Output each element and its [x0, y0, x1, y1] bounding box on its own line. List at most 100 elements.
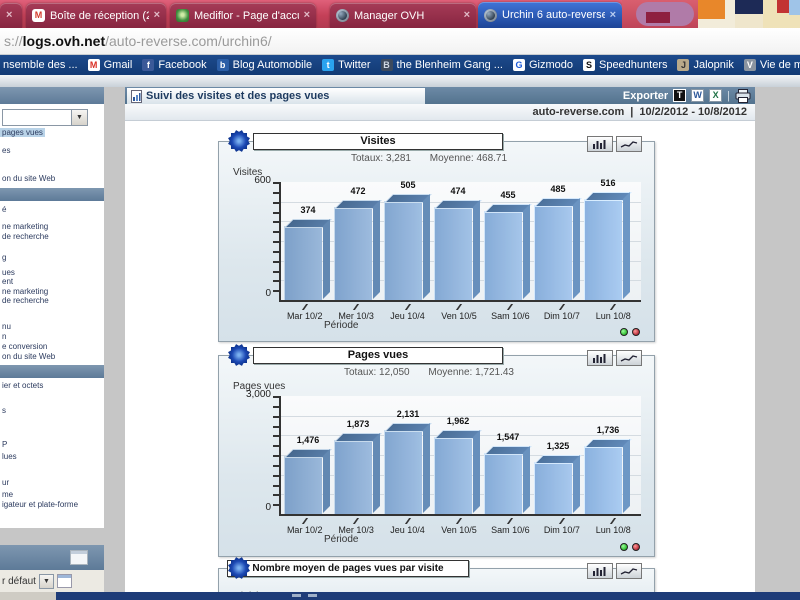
bar-Sam 10/6[interactable] — [484, 453, 522, 514]
report-filter-dropdown[interactable]: ▼ — [2, 109, 88, 126]
tab-close-icon[interactable]: × — [154, 10, 160, 21]
sidebar-item[interactable]: ne marketing — [2, 287, 48, 296]
bookmark-item[interactable]: Bthe Blenheim Gang ... — [381, 59, 503, 71]
export-word-button[interactable]: W — [691, 89, 704, 102]
sidebar-item[interactable]: s — [2, 406, 6, 415]
bookmark-item[interactable]: J Jalopnik — [677, 59, 733, 71]
tab-mediflor[interactable]: Mediflor - Page d'accueil × — [170, 3, 316, 28]
gmail-icon: M — [88, 59, 100, 71]
bookmark-item[interactable]: MGmail — [88, 59, 133, 71]
jalopnik-icon: J — [677, 59, 689, 71]
sidebar-item[interactable]: de recherche — [2, 296, 49, 305]
x-axis-labels: Mar 10/2Mer 10/3Jeu 10/4Ven 10/5Sam 10/6… — [279, 518, 639, 535]
bookmark-item[interactable]: tTwitter — [322, 59, 370, 71]
bar-Mer 10/3[interactable] — [334, 207, 372, 300]
flower-icon — [176, 9, 189, 22]
bookmark-label: Jalopnik — [693, 59, 733, 71]
bar-slot: 2,131 — [383, 396, 433, 514]
sidebar-item[interactable]: nu — [2, 322, 11, 331]
sidebar-item[interactable]: es — [2, 146, 10, 155]
bookmark-item[interactable]: fFacebook — [142, 59, 206, 71]
y-axis-tick — [273, 261, 279, 263]
sidebar-item[interactable]: é — [2, 205, 6, 214]
tab-close-icon[interactable]: × — [610, 10, 616, 21]
bar-chart-icon — [592, 139, 608, 149]
sidebar-item[interactable]: me — [2, 490, 13, 499]
bar-Lun 10/8[interactable] — [584, 446, 622, 514]
bookmark-item[interactable]: nsemble des ... — [3, 59, 78, 71]
x-axis-label: Lun 10/8 — [588, 518, 639, 535]
report-tab[interactable]: Suivi des visites et des pages vues — [127, 88, 425, 104]
sidebar-item[interactable]: n — [2, 332, 6, 341]
tab-close-icon[interactable]: × — [6, 10, 12, 21]
bar-Ven 10/5[interactable] — [434, 207, 472, 300]
bar-slot: 505 — [383, 182, 433, 300]
bar-Ven 10/5[interactable] — [434, 437, 472, 514]
bar-Lun 10/8[interactable] — [584, 199, 622, 300]
window-icon[interactable] — [70, 550, 88, 565]
sidebar-item[interactable]: ier et octets — [2, 381, 43, 390]
bar-Mar 10/2[interactable] — [284, 226, 322, 300]
bar-Mar 10/2[interactable] — [284, 456, 322, 514]
print-button[interactable] — [735, 89, 751, 103]
bookmark-item[interactable]: SSpeedhunters — [583, 59, 668, 71]
document-icon — [131, 90, 142, 103]
tab-urchin-active[interactable]: Urchin 6 auto-reverse.com × — [478, 2, 622, 28]
sidebar-item[interactable]: de recherche — [2, 232, 49, 241]
tab-mailbox[interactable]: M Boîte de réception (2 947) × — [26, 3, 166, 28]
bar-chart-view-button[interactable] — [587, 350, 613, 366]
calendar-icon[interactable] — [57, 574, 72, 588]
tab-partial[interactable]: × — [0, 3, 22, 28]
bar-value-label: 374 — [275, 205, 341, 215]
x-axis-label: Ven 10/5 — [433, 518, 484, 535]
sidebar-item[interactable]: ur — [2, 478, 9, 487]
bookmark-label: nsemble des ... — [3, 59, 78, 71]
sidebar-item[interactable]: g — [2, 253, 6, 262]
tab-close-icon[interactable]: × — [464, 10, 470, 21]
url-bar[interactable]: s://logs.ovh.net/auto-reverse.com/urchin… — [0, 28, 800, 55]
x-axis-label: Dim 10/7 — [536, 518, 587, 535]
export-excel-button[interactable]: X — [709, 89, 722, 102]
sidebar-item[interactable]: on du site Web — [2, 352, 55, 361]
bar-Dim 10/7[interactable] — [534, 205, 572, 300]
dropdown-arrow-icon[interactable]: ▼ — [71, 110, 87, 125]
export-tsv-button[interactable]: T — [673, 89, 686, 102]
sidebar-item[interactable]: lues — [2, 452, 17, 461]
y-axis-tick — [273, 445, 279, 447]
bar-chart-view-button[interactable] — [587, 136, 613, 152]
y-axis-tick — [273, 416, 279, 418]
bar-Dim 10/7[interactable] — [534, 462, 572, 514]
bar-Jeu 10/4[interactable] — [384, 201, 422, 300]
line-chart-icon — [620, 139, 638, 149]
sidebar-item[interactable]: igateur et plate-forme — [2, 500, 78, 509]
y-axis-tick — [273, 475, 279, 477]
bar-chart-view-button[interactable] — [587, 563, 613, 579]
sidebar-item[interactable]: ne marketing — [2, 222, 48, 231]
bar-Mer 10/3[interactable] — [334, 440, 372, 514]
bookmark-item[interactable]: VVie de merde : Vos h... — [744, 59, 800, 71]
sidebar-item[interactable]: ent — [2, 277, 13, 286]
starburst-icon — [227, 343, 251, 367]
bar-Sam 10/6[interactable] — [484, 211, 522, 300]
x-axis-label: Sam 10/6 — [485, 518, 536, 535]
line-chart-view-button[interactable] — [616, 563, 642, 579]
y-axis-tick — [273, 406, 279, 408]
y-max-label: 600 — [225, 175, 271, 186]
line-chart-view-button[interactable] — [616, 136, 642, 152]
tab-manager-ovh[interactable]: Manager OVH × — [330, 3, 476, 28]
bar-Jeu 10/4[interactable] — [384, 430, 422, 514]
sidebar-item[interactable]: P — [2, 440, 7, 449]
bookmark-item[interactable]: GGizmodo — [513, 59, 573, 71]
y-axis-tick — [273, 241, 279, 243]
bookmark-label: Gizmodo — [529, 59, 573, 71]
sidebar-item[interactable]: e conversion — [2, 342, 47, 351]
line-chart-view-button[interactable] — [616, 350, 642, 366]
tab-close-icon[interactable]: × — [304, 10, 310, 21]
sidebar-item[interactable]: ues — [2, 268, 15, 277]
ovh-icon — [336, 9, 349, 22]
sidebar-item[interactable]: pages vues — [0, 128, 45, 137]
dropdown-arrow-icon[interactable]: ▼ — [39, 574, 54, 589]
bookmark-item[interactable]: bBlog Automobile — [217, 59, 313, 71]
report-subheader: auto-reverse.com | 10/2/2012 - 10/8/2012 — [125, 104, 755, 121]
sidebar-item[interactable]: on du site Web — [2, 174, 55, 183]
